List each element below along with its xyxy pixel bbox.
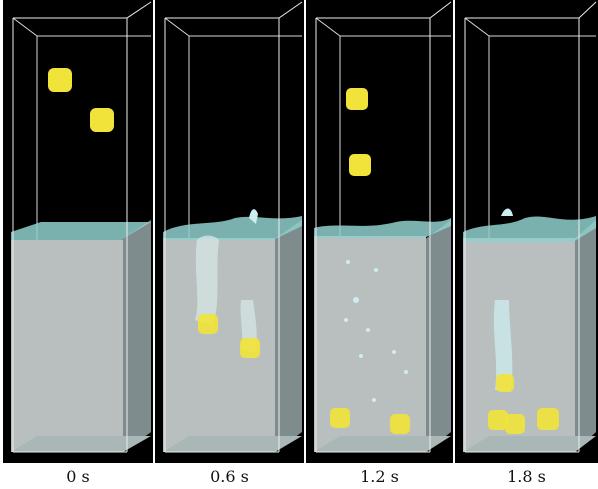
panel-0-6s xyxy=(155,0,304,463)
tank-bottom xyxy=(314,436,451,452)
cube xyxy=(198,314,218,334)
cube xyxy=(240,338,260,358)
water-side xyxy=(573,220,596,452)
bubbles xyxy=(344,260,408,402)
time-label-0s: 0 s xyxy=(66,467,90,486)
tank-front-wireframe xyxy=(12,1,152,453)
cube xyxy=(390,414,410,434)
time-label-1-2s: 1.2 s xyxy=(360,467,399,486)
splash-trail xyxy=(493,300,513,392)
cube xyxy=(488,410,508,430)
water-surface xyxy=(163,216,302,240)
tank-front-wireframe xyxy=(164,1,303,453)
panel-0s xyxy=(3,0,153,463)
splash xyxy=(249,209,258,224)
water-front xyxy=(11,240,123,452)
simulation-frame-0-6s xyxy=(163,1,303,453)
water-surface xyxy=(11,222,151,240)
cube xyxy=(48,68,72,92)
panel-1-2s xyxy=(306,0,453,463)
cube xyxy=(346,88,368,110)
simulation-frame-0s xyxy=(11,1,152,453)
cube xyxy=(496,374,514,392)
time-label-0-6s: 0.6 s xyxy=(210,467,249,486)
simulation-frame-1-8s xyxy=(463,1,597,453)
water-side xyxy=(273,220,302,452)
cube xyxy=(349,154,371,176)
panel-1-8s xyxy=(455,0,598,463)
tank-bottom xyxy=(163,436,302,452)
simulation-frame-1-2s xyxy=(314,1,452,453)
cube xyxy=(90,108,114,132)
splash-trail xyxy=(195,235,219,326)
water-side xyxy=(121,220,151,452)
cube xyxy=(537,408,559,430)
splash xyxy=(501,208,513,216)
tank-bottom xyxy=(11,436,151,452)
time-label-1-8s: 1.8 s xyxy=(507,467,546,486)
water-side xyxy=(424,220,451,452)
tank-bottom xyxy=(463,436,596,452)
tank-front-wireframe xyxy=(315,1,452,453)
tank-front-wireframe xyxy=(464,1,597,453)
water-surface xyxy=(463,216,596,242)
cube xyxy=(330,408,350,428)
water-surface xyxy=(314,218,451,238)
cube xyxy=(505,414,525,434)
